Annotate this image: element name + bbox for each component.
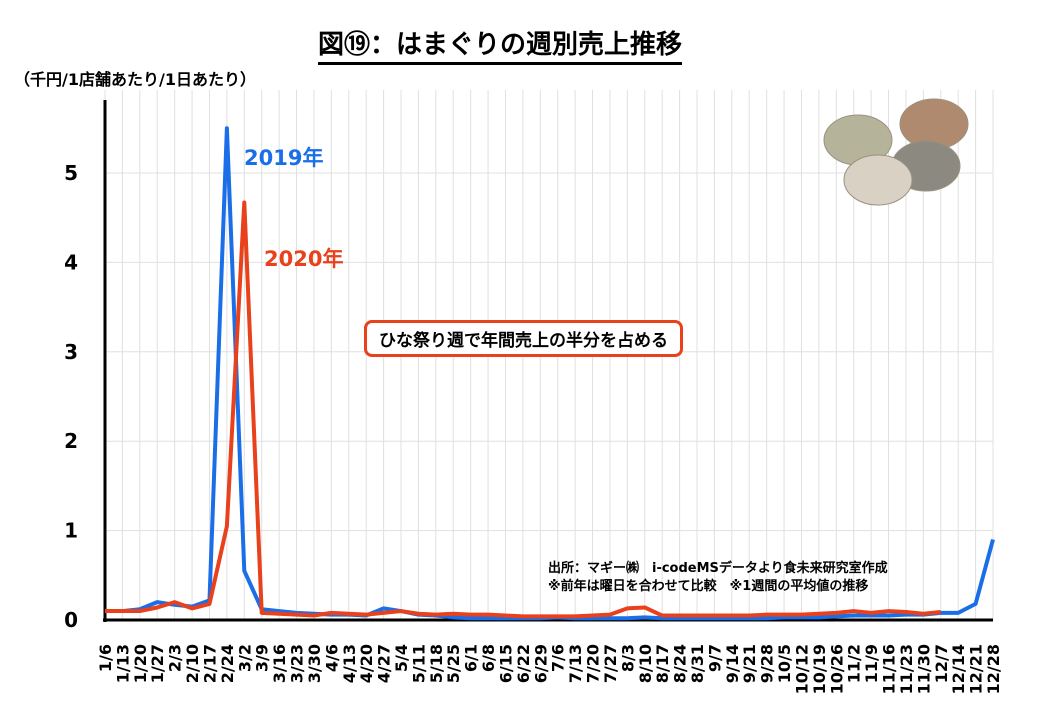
x-tick-label: 6/15	[496, 644, 515, 683]
chart-title: 図⑲：はまぐりの週別売上推移	[0, 24, 1000, 65]
x-tick-label: 11/30	[914, 644, 933, 694]
x-tick-label: 2/10	[183, 644, 202, 683]
x-tick-label: 5/25	[444, 644, 463, 683]
x-tick-label: 3/23	[288, 644, 307, 683]
series-line-2019年	[105, 126, 995, 621]
annotation-box: ひな祭り週で年間売上の半分を占める	[364, 320, 683, 357]
x-tick-label: 4/13	[340, 644, 359, 683]
x-tick-label: 8/10	[636, 644, 655, 683]
y-tick-label: 3	[64, 340, 78, 364]
x-tick-label: 12/28	[984, 644, 1003, 694]
x-tick-label: 4/27	[375, 644, 394, 683]
x-tick-label: 7/13	[566, 644, 585, 683]
x-tick-label: 7/27	[601, 644, 620, 683]
x-tick-label: 11/9	[862, 644, 881, 683]
x-tick-label: 8/31	[688, 644, 707, 683]
x-tick-label: 2/3	[166, 644, 185, 672]
y-tick-label: 5	[64, 161, 78, 185]
x-tick-label: 6/1	[462, 644, 481, 672]
y-axis-label: （千円/1店舗あたり/1日あたり）	[14, 70, 256, 89]
x-tick-label: 4/20	[357, 644, 376, 683]
x-tick-label: 3/2	[235, 644, 254, 672]
x-tick-label: 11/23	[897, 644, 916, 694]
x-tick-label: 3/30	[305, 644, 324, 683]
x-tick-label: 10/19	[810, 644, 829, 694]
legend-label-2019: 2019年	[244, 146, 323, 170]
x-tick-label: 1/13	[113, 644, 132, 683]
x-tick-label: 3/9	[253, 644, 272, 672]
x-tick-label: 1/6	[96, 644, 115, 672]
x-tick-label: 2/24	[218, 644, 237, 683]
x-tick-label: 11/2	[845, 644, 864, 683]
x-tick-label: 10/26	[827, 644, 846, 694]
y-tick-label: 0	[64, 608, 78, 632]
x-tick-label: 6/8	[479, 644, 498, 672]
x-tick-label: 10/12	[792, 644, 811, 694]
x-tick-label: 9/21	[740, 644, 759, 683]
x-tick-label: 11/16	[880, 644, 899, 694]
x-tick-label: 5/18	[427, 644, 446, 683]
x-tick-label: 3/16	[270, 644, 289, 683]
x-tick-label: 8/17	[653, 644, 672, 683]
x-tick-label: 1/20	[131, 644, 150, 683]
x-tick-label: 5/11	[409, 644, 428, 683]
source-note: 出所：マギー㈱ i-codeMSデータより食未来研究室作成 ※前年は曜日を合わせ…	[548, 561, 888, 594]
x-tick-label: 4/6	[322, 644, 341, 672]
y-tick-label: 1	[64, 519, 78, 543]
y-tick-label: 4	[64, 250, 78, 274]
x-tick-label: 12/14	[949, 644, 968, 694]
x-tick-label: 2/17	[200, 644, 219, 683]
x-tick-label: 8/3	[618, 644, 637, 672]
y-tick-label: 2	[64, 429, 78, 453]
x-tick-label: 7/6	[549, 644, 568, 672]
x-tick-label: 8/24	[671, 644, 690, 683]
x-tick-label: 6/22	[514, 644, 533, 683]
clam-illustration	[843, 154, 913, 206]
x-tick-label: 5/4	[392, 644, 411, 672]
x-tick-label: 12/21	[967, 644, 986, 694]
legend-label-2020: 2020年	[264, 247, 343, 271]
x-tick-label: 7/20	[584, 644, 603, 683]
x-tick-label: 9/14	[723, 644, 742, 683]
x-tick-label: 12/7	[932, 644, 951, 683]
x-tick-label: 9/28	[758, 644, 777, 683]
x-tick-label: 10/5	[775, 644, 794, 683]
x-tick-label: 1/27	[148, 644, 167, 683]
x-tick-label: 6/29	[531, 644, 550, 683]
x-tick-label: 9/7	[705, 644, 724, 672]
